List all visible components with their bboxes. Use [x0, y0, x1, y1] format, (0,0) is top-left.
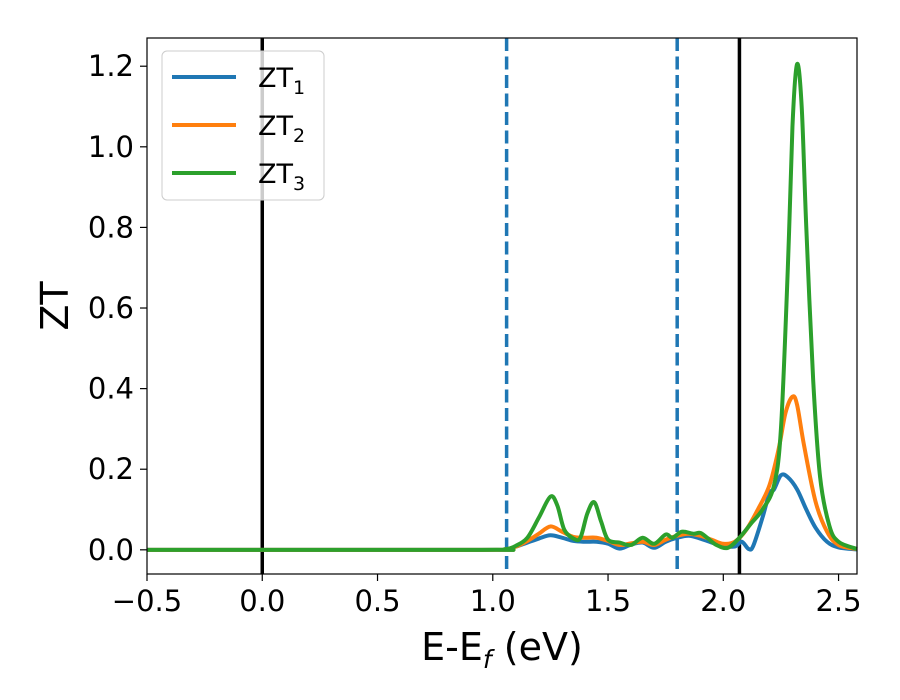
x-tick-label: 0.0 [239, 584, 285, 618]
x-tick-label: 1.5 [585, 584, 631, 618]
x-tick-label: 1.0 [470, 584, 516, 618]
x-tick-label: −0.5 [112, 584, 182, 618]
series-line-3 [146, 61, 858, 552]
y-axis-title: ZT [33, 281, 77, 331]
y-tick-label: 0.4 [88, 372, 134, 406]
y-tick-label: 0.6 [88, 291, 134, 325]
legend-label-2: ZT2 [258, 111, 305, 147]
y-tick-label: 1.2 [88, 49, 134, 83]
series-line-2 [146, 394, 858, 552]
x-tick-label: 2.5 [815, 584, 861, 618]
x-axis-title-main: E-E [421, 625, 483, 669]
legend: ZT1 ZT2 ZT3 [161, 50, 325, 201]
x-axis-title-unit: (eV) [492, 625, 583, 669]
legend-label-3: ZT3 [258, 159, 305, 195]
legend-label-1: ZT1 [258, 63, 305, 99]
x-axis-title: E-Ef (eV) [421, 625, 583, 674]
legend-box [161, 50, 325, 201]
y-tick-label: 0.2 [88, 452, 134, 486]
x-axis-ticks: −0.5 0.0 0.5 1.0 1.5 2.0 2.5 [112, 574, 862, 618]
x-tick-label: 2.0 [700, 584, 746, 618]
y-tick-label: 0.0 [88, 533, 134, 567]
y-axis-ticks: 0.0 0.2 0.4 0.6 0.8 1.0 1.2 [88, 49, 147, 567]
y-tick-label: 0.8 [88, 210, 134, 244]
y-tick-label: 1.0 [88, 130, 134, 164]
plot-frame [146, 37, 858, 575]
x-tick-label: 0.5 [354, 584, 400, 618]
series-lines [146, 61, 858, 552]
